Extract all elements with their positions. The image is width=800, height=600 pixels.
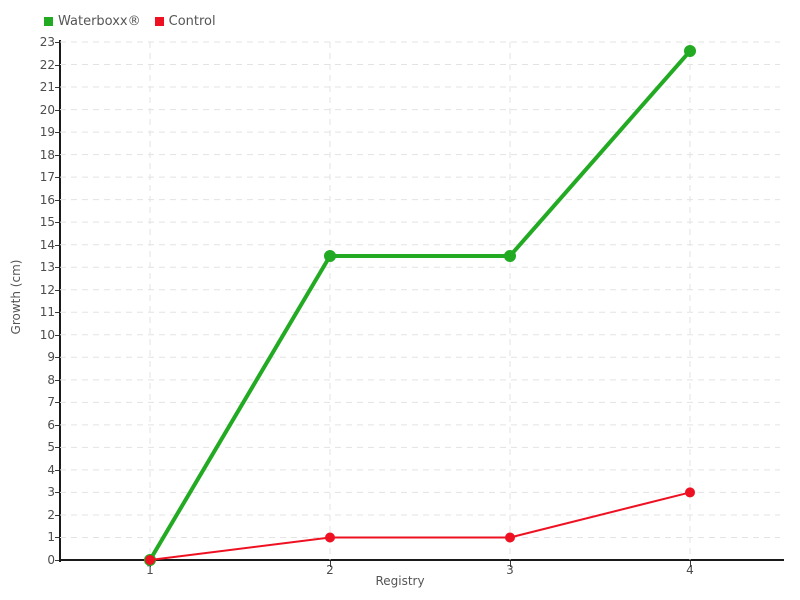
y-tick-mark: [55, 199, 61, 201]
y-tick-mark: [55, 312, 61, 314]
y-tick-label: 19: [39, 125, 55, 140]
y-tick-label: 23: [39, 35, 55, 49]
y-tick-mark: [55, 177, 61, 179]
data-point[interactable]: [684, 45, 696, 58]
y-tick-label: 2: [47, 507, 55, 522]
y-tick-mark: [55, 289, 61, 291]
y-tick-mark: [55, 42, 61, 43]
series-line: [148, 49, 692, 562]
series-layer: [144, 45, 696, 566]
chart-legend: Waterboxx® Control: [44, 11, 216, 31]
x-axis-line: [59, 559, 784, 561]
legend-item-control[interactable]: Control: [154, 13, 216, 29]
y-tick-mark: [55, 64, 61, 66]
series-line: [149, 491, 691, 561]
x-tick-mark: [510, 561, 511, 567]
y-tick-label: 5: [47, 440, 55, 455]
y-axis-line: [59, 40, 61, 562]
y-tick-mark: [55, 492, 61, 494]
y-tick-mark: [55, 109, 61, 111]
data-point[interactable]: [324, 249, 336, 262]
y-axis-title: Growth (cm): [9, 259, 23, 335]
y-tick-mark: [55, 244, 61, 246]
x-tick-label: 1: [146, 563, 154, 577]
y-tick-label: 18: [39, 147, 55, 162]
data-point[interactable]: [505, 532, 515, 543]
plot-area: [60, 41, 780, 566]
y-tick-label: 14: [39, 237, 55, 252]
y-tick-label: 20: [39, 102, 55, 117]
y-tick-mark: [55, 267, 61, 269]
x-tick-mark: [690, 561, 691, 567]
y-tick-mark: [55, 447, 61, 449]
y-tick-mark: [55, 469, 61, 471]
y-tick-label: 4: [47, 462, 55, 477]
y-tick-mark: [55, 402, 61, 404]
y-axis-tick-labels: 0 1 2 3 4 5 6 7 8 9 10 11 12 13 14 15 16 17 18 19 20 21 22 23: [0, 0, 61, 600]
data-point[interactable]: [685, 487, 695, 498]
y-tick-mark: [55, 132, 61, 134]
y-tick-mark: [55, 379, 61, 381]
x-tick-mark: [330, 561, 331, 567]
x-tick-label: 2: [326, 563, 334, 577]
y-tick-mark: [55, 560, 61, 561]
y-tick-label: 10: [39, 327, 55, 342]
data-point[interactable]: [325, 532, 335, 543]
y-tick-mark: [55, 222, 61, 224]
y-tick-mark: [55, 334, 61, 336]
y-tick-label: 22: [39, 57, 55, 72]
x-tick-label: 4: [686, 563, 694, 577]
y-tick-label: 16: [39, 192, 55, 207]
y-tick-label: 17: [39, 170, 55, 185]
y-tick-mark: [55, 87, 61, 89]
legend-item-waterboxx[interactable]: Waterboxx®: [44, 15, 141, 28]
y-tick-label: 1: [47, 530, 55, 545]
y-tick-label: 6: [47, 417, 55, 432]
y-tick-label: 9: [47, 350, 55, 365]
series-control: [145, 487, 695, 565]
y-tick-label: 0: [47, 553, 55, 567]
legend-label-control: Control: [168, 13, 216, 29]
y-tick-mark: [55, 537, 61, 539]
series-waterboxx: [144, 45, 696, 566]
y-tick-label: 13: [39, 260, 55, 275]
x-tick-label: 3: [506, 563, 514, 577]
legend-swatch-waterboxx: [44, 16, 53, 26]
y-tick-mark: [55, 424, 61, 426]
y-tick-label: 3: [47, 485, 55, 500]
y-tick-label: 12: [39, 282, 55, 297]
y-tick-mark: [55, 154, 61, 156]
legend-label-waterboxx: Waterboxx®: [58, 13, 141, 29]
y-tick-mark: [55, 357, 61, 359]
y-tick-label: 15: [39, 215, 55, 230]
y-tick-label: 21: [39, 80, 55, 95]
y-tick-mark: [55, 514, 61, 516]
y-tick-label: 11: [39, 305, 55, 320]
legend-swatch-control: [154, 16, 164, 26]
data-point[interactable]: [504, 249, 516, 262]
y-tick-label: 7: [47, 395, 55, 410]
x-axis-title: Registry: [375, 574, 425, 588]
data-point[interactable]: [145, 555, 155, 565]
y-tick-label: 8: [47, 372, 55, 387]
